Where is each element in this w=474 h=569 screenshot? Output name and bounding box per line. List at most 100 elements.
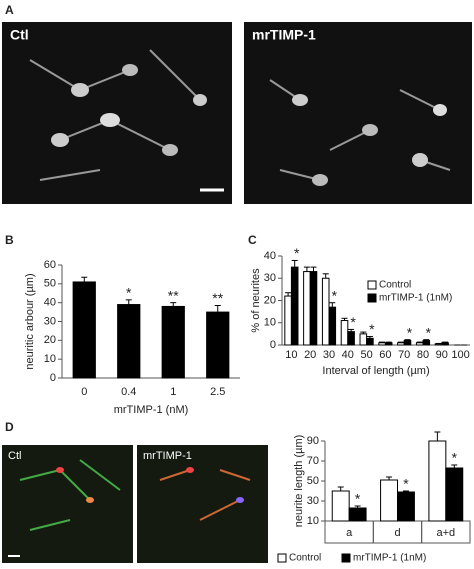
y-tick-label: 30 — [44, 315, 56, 327]
significance: ** — [212, 290, 223, 306]
legend-swatch — [277, 553, 287, 563]
y-tick-label: 50 — [307, 475, 319, 487]
x-tick-label: 0.4 — [121, 386, 136, 398]
bar — [340, 320, 349, 346]
bar — [117, 304, 141, 379]
bar — [403, 340, 412, 346]
x-tick-label: 80 — [417, 349, 429, 361]
micrograph-a-ctl — [2, 22, 232, 204]
significance: * — [350, 314, 356, 330]
y-tick-label: 70 — [307, 455, 319, 467]
x-tick-label: 30 — [323, 349, 335, 361]
x-axis-label: Interval of length (µm) — [322, 365, 429, 377]
legend-label: Control — [379, 280, 411, 291]
bar — [366, 337, 374, 346]
bar — [397, 342, 405, 346]
micrograph-d-timp — [137, 445, 268, 563]
image-label: mrTIMP-1 — [252, 27, 316, 43]
legend-label: mrTIMP-1 (1nM) — [379, 293, 452, 304]
bar — [72, 281, 96, 379]
y-axis-label: % of neurites — [250, 268, 262, 333]
bar — [380, 479, 399, 522]
bar — [303, 271, 311, 346]
bar — [441, 342, 449, 346]
significance: * — [452, 450, 458, 466]
significance: * — [426, 324, 432, 340]
y-tick-label: 0 — [50, 372, 56, 384]
bar — [422, 340, 431, 346]
y-tick-label: 10 — [264, 317, 276, 329]
y-axis-label: neuritic arbour (µm) — [24, 273, 36, 369]
bar — [331, 490, 350, 522]
x-tick-label: 70 — [398, 349, 410, 361]
x-tick-label: 100 — [451, 349, 469, 361]
bar — [321, 277, 330, 346]
y-tick-label: 30 — [307, 495, 319, 507]
y-tick-label: 20 — [264, 294, 276, 306]
significance: * — [369, 321, 375, 337]
panel-label: B — [5, 233, 14, 247]
significance: * — [294, 245, 300, 261]
y-tick-label: 10 — [44, 353, 56, 365]
bar — [378, 342, 386, 346]
micrograph-d-ctl — [2, 445, 133, 563]
bar — [384, 342, 393, 346]
y-tick-label: 40 — [44, 297, 56, 309]
panel-label: D — [5, 420, 14, 434]
x-tick-label: 0 — [81, 386, 87, 398]
y-tick-label: 50 — [44, 278, 56, 290]
image-label: mrTIMP-1 — [143, 450, 192, 462]
bar — [206, 311, 230, 379]
y-tick-label: 10 — [307, 515, 319, 527]
significance: ** — [168, 287, 179, 303]
significance: * — [407, 324, 413, 340]
significance: * — [403, 476, 409, 492]
y-tick-label: 40 — [264, 250, 276, 262]
x-tick-label: 90 — [436, 349, 448, 361]
bar — [347, 331, 355, 346]
image-label: Ctl — [10, 27, 29, 43]
bar — [445, 467, 464, 522]
x-tick-label: a — [346, 527, 353, 539]
y-tick-label: 90 — [307, 435, 319, 447]
significance: * — [332, 287, 338, 303]
bar — [328, 306, 337, 346]
y-tick-label: 0 — [270, 339, 276, 351]
image-label: Ctl — [8, 450, 21, 462]
panel-label: C — [248, 233, 257, 247]
y-axis-label: neurite length (µm) — [293, 435, 305, 528]
x-tick-label: 50 — [360, 349, 372, 361]
bar — [359, 333, 368, 346]
legend-swatch — [367, 293, 377, 303]
x-tick-label: 60 — [379, 349, 391, 361]
y-tick-label: 30 — [264, 272, 276, 284]
y-tick-label: 60 — [44, 259, 56, 271]
x-tick-label: d — [394, 527, 400, 539]
bar — [415, 342, 424, 346]
panel-label: A — [5, 3, 14, 17]
legend-swatch — [367, 280, 377, 290]
bar — [434, 343, 443, 346]
x-axis-label: mrTIMP-1 (nM) — [114, 404, 189, 416]
x-tick-label: 20 — [304, 349, 316, 361]
bar — [397, 491, 415, 522]
y-tick-label: 20 — [44, 334, 56, 346]
x-tick-label: 1 — [170, 386, 176, 398]
bar — [161, 305, 185, 379]
bar — [290, 266, 299, 346]
x-tick-label: 2.5 — [210, 386, 225, 398]
legend-label: Control — [289, 553, 321, 564]
significance: * — [355, 491, 361, 507]
legend-label: mrTIMP-1 (1nM) — [353, 553, 426, 564]
bar — [309, 271, 318, 346]
x-tick-label: a+d — [436, 527, 455, 539]
bar — [348, 507, 367, 522]
bar — [428, 440, 447, 522]
x-tick-label: 10 — [285, 349, 297, 361]
micrograph-a-timp — [244, 22, 472, 204]
significance: * — [126, 285, 132, 301]
x-tick-label: 40 — [342, 349, 354, 361]
bar — [284, 295, 292, 346]
legend-swatch — [341, 553, 351, 563]
